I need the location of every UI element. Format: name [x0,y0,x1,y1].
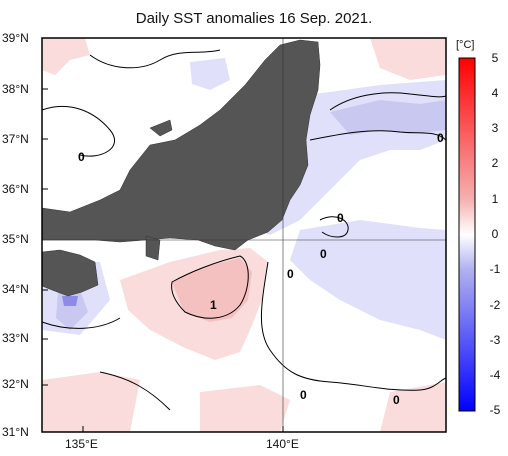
colorbar-tick: -2 [489,298,501,312]
colorbar-tick: 5 [491,51,499,65]
zero-contour [41,317,121,329]
lon-label: 140°E [266,437,299,451]
lat-label: 37°N [2,132,29,146]
colorbar-tick: -5 [489,403,501,417]
colorbar-tick: 4 [491,86,499,100]
colorbar-unit: [°C] [456,39,475,51]
warm-anomaly-patch-strong [172,258,252,322]
zero-contour [329,92,447,111]
colorbar-tick: -1 [489,262,501,276]
lat-label: 32°N [2,377,29,391]
zero-contour [261,261,447,391]
colorbar-tick: 3 [491,121,499,135]
zero-contour [89,49,221,69]
lat-label: 39°N [2,31,29,45]
axis-ticks [42,88,284,432]
lat-label: 38°N [2,82,29,96]
cool-anomaly-core [62,296,78,306]
honshu-land [41,39,321,251]
awaji-area-land [145,235,161,261]
map-frame [41,37,447,433]
zero-contour [41,105,116,157]
zero-contour [309,130,447,141]
warm-anomaly-patch [200,385,290,432]
lat-label: 33°N [2,331,29,345]
zero-contour [99,371,171,411]
contour-label: 0 [287,267,294,281]
graticule [42,38,446,432]
lon-label: 135°E [65,437,98,451]
cool-anomaly-patch-strong [330,100,446,135]
colorbar-tick: 0 [491,227,499,241]
colorbar-tick: -4 [489,368,501,382]
contour-label: 1 [210,298,217,312]
warm-anomaly-patch [42,372,140,432]
contour-label: 0 [437,131,444,145]
contour-label: 0 [393,393,400,407]
contour-lines [41,49,447,411]
contour-label: 0 [337,211,344,225]
colorbar [458,57,476,412]
warm-anomaly-patch [370,38,446,80]
map-title: Daily SST anomalies 16 Sep. 2021. [135,10,373,27]
lat-label: 34°N [2,282,29,296]
lat-label: 35°N [2,232,29,246]
lat-label: 36°N [2,182,29,196]
zero-contour [319,216,349,238]
contour-label: 0 [300,388,307,402]
one-degree-contour [171,255,249,319]
sado-island [149,119,173,137]
colorbar-tick: -3 [489,333,501,347]
lat-label: 31°N [2,425,29,439]
contour-label: 0 [78,150,85,164]
land-masses [41,39,321,297]
warm-anomaly-patch [380,382,446,432]
cool-anomaly-patch [190,58,230,90]
colorbar-tick: 1 [491,192,499,206]
colorbar-tick: 2 [491,156,499,170]
cool-anomaly-patch [290,220,446,340]
contour-label: 0 [320,247,327,261]
warm-anomaly-patch [42,38,90,75]
shikoku-land [41,249,99,297]
